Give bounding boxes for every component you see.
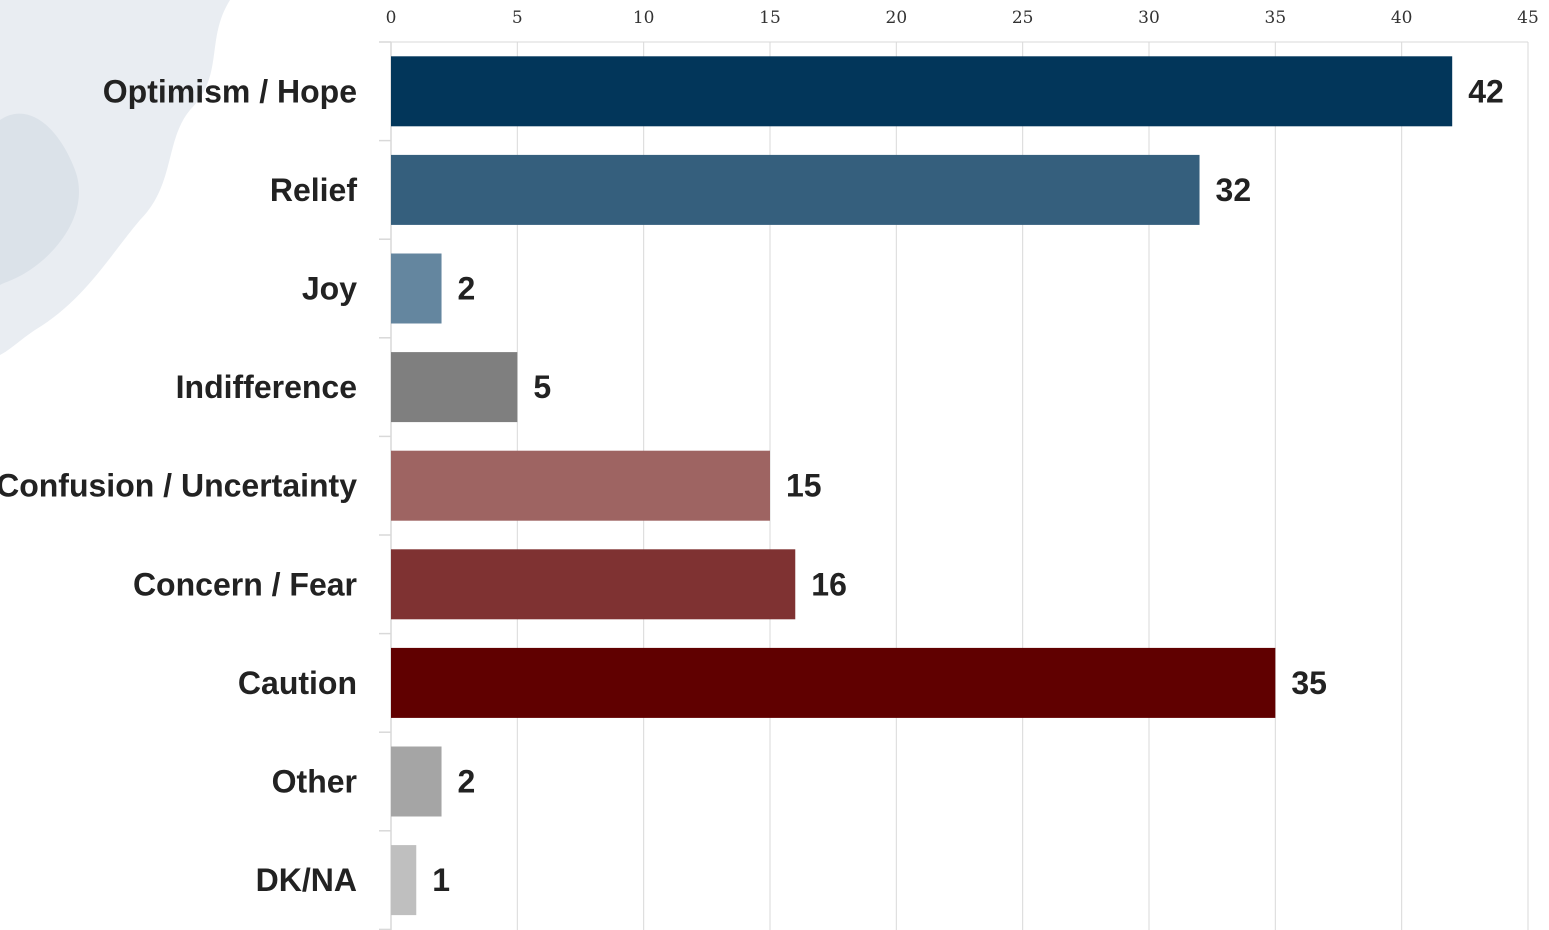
data-label: 2 xyxy=(458,271,476,307)
category-label: Optimism / Hope xyxy=(103,73,357,109)
x-tick-label: 45 xyxy=(1517,8,1539,28)
category-label: Concern / Fear xyxy=(133,566,357,602)
data-label: 32 xyxy=(1216,172,1252,208)
x-tick-label: 15 xyxy=(759,8,781,28)
x-tick-label: 25 xyxy=(1012,8,1034,28)
category-label: Indifference xyxy=(176,369,357,405)
category-label: Relief xyxy=(270,172,357,208)
data-label: 2 xyxy=(458,764,476,800)
x-tick-label: 30 xyxy=(1138,8,1160,28)
category-label: Caution xyxy=(238,665,357,701)
category-label: Joy xyxy=(302,271,357,307)
bars xyxy=(391,56,1452,915)
data-label: 5 xyxy=(533,369,551,405)
data-label: 15 xyxy=(786,468,822,504)
category-label: DK/NA xyxy=(256,862,357,898)
bar-dk-na xyxy=(391,845,416,915)
bar-concern-fear xyxy=(391,549,795,619)
x-tick-label: 10 xyxy=(633,8,655,28)
bar-caution xyxy=(391,648,1275,718)
x-tick-label: 20 xyxy=(886,8,908,28)
x-tick-label: 35 xyxy=(1265,8,1287,28)
bar-joy xyxy=(391,254,442,324)
x-tick-label: 0 xyxy=(386,8,397,28)
background-watermark xyxy=(0,0,230,355)
category-label: Other xyxy=(272,764,357,800)
data-label: 1 xyxy=(432,862,450,898)
bar-confusion-uncertainty xyxy=(391,451,770,521)
data-label: 42 xyxy=(1468,73,1504,109)
bar-indifference xyxy=(391,352,517,422)
data-label: 35 xyxy=(1291,665,1327,701)
x-tick-label: 5 xyxy=(512,8,523,28)
bar-relief xyxy=(391,155,1200,225)
category-label: Confusion / Uncertainty xyxy=(0,468,357,504)
data-label: 16 xyxy=(811,566,847,602)
x-tick-label: 40 xyxy=(1391,8,1413,28)
bar-optimism-hope xyxy=(391,56,1452,126)
bar-other xyxy=(391,747,442,817)
